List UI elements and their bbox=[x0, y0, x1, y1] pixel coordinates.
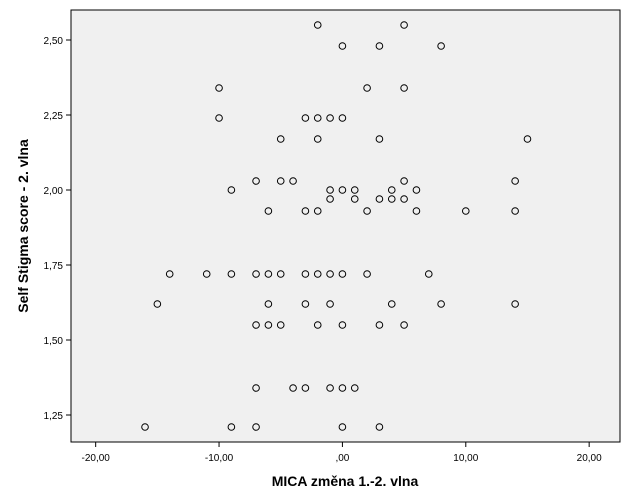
data-point bbox=[301, 114, 310, 122]
data-point bbox=[350, 195, 359, 203]
data-point bbox=[227, 186, 236, 194]
x-tick-label: -20,00 bbox=[81, 453, 110, 464]
data-point bbox=[523, 135, 532, 143]
y-tick-label: 1,50 bbox=[44, 336, 64, 347]
y-tick-label: 1,75 bbox=[44, 261, 64, 272]
data-point bbox=[276, 135, 285, 143]
data-point bbox=[313, 114, 322, 122]
data-point bbox=[326, 186, 334, 194]
data-point bbox=[338, 423, 347, 431]
data-point bbox=[264, 321, 273, 329]
data-point bbox=[313, 207, 322, 215]
y-axis-ticks: 1,25 1,50 1,75 2,00 2,25 2,50 bbox=[44, 36, 71, 422]
data-point bbox=[301, 270, 310, 278]
data-point bbox=[350, 384, 359, 392]
data-point bbox=[276, 177, 285, 185]
data-point bbox=[338, 114, 347, 122]
y-tick-label: 2,25 bbox=[44, 111, 64, 122]
data-point bbox=[375, 321, 384, 329]
x-tick-label: ,00 bbox=[335, 453, 349, 464]
x-tick-label: 20,00 bbox=[577, 453, 602, 464]
data-point bbox=[363, 84, 371, 92]
data-point bbox=[215, 84, 223, 92]
data-point bbox=[412, 207, 421, 215]
data-point bbox=[387, 300, 396, 308]
data-point bbox=[375, 423, 384, 431]
data-point bbox=[375, 42, 384, 50]
data-point bbox=[252, 321, 260, 329]
data-point bbox=[252, 177, 260, 185]
data-point bbox=[153, 300, 162, 308]
data-point bbox=[461, 207, 470, 215]
data-point bbox=[301, 207, 310, 215]
y-tick-label: 1,25 bbox=[44, 411, 64, 422]
data-point bbox=[400, 177, 408, 185]
data-point bbox=[338, 186, 347, 194]
x-tick-label: 10,00 bbox=[453, 453, 478, 464]
data-point bbox=[363, 207, 371, 215]
data-point bbox=[264, 300, 273, 308]
data-point bbox=[202, 270, 211, 278]
data-point bbox=[338, 42, 347, 50]
data-point bbox=[350, 186, 359, 194]
data-point bbox=[165, 270, 174, 278]
data-point bbox=[326, 384, 334, 392]
data-point bbox=[252, 384, 260, 392]
data-point bbox=[227, 270, 236, 278]
data-point bbox=[338, 270, 347, 278]
data-point bbox=[400, 21, 408, 29]
data-point bbox=[264, 270, 273, 278]
data-point bbox=[375, 195, 384, 203]
data-point bbox=[387, 186, 396, 194]
data-point bbox=[313, 321, 322, 329]
data-point bbox=[338, 384, 347, 392]
y-tick-label: 2,00 bbox=[44, 186, 64, 197]
data-point bbox=[289, 177, 297, 185]
data-point bbox=[400, 195, 408, 203]
data-point bbox=[141, 423, 149, 431]
data-point bbox=[215, 114, 223, 122]
data-point bbox=[326, 300, 334, 308]
data-point bbox=[326, 195, 334, 203]
data-points bbox=[141, 21, 532, 431]
y-tick-label: 2,50 bbox=[44, 36, 64, 47]
y-axis-title: Self Stigma score - 2. vlna bbox=[15, 139, 31, 313]
data-point bbox=[301, 384, 310, 392]
data-point bbox=[313, 135, 322, 143]
data-point bbox=[264, 207, 273, 215]
data-point bbox=[276, 321, 285, 329]
data-point bbox=[375, 135, 384, 143]
data-point bbox=[313, 21, 322, 29]
data-point bbox=[326, 114, 334, 122]
x-axis-title: MICA změna 1.-2. vlna bbox=[272, 473, 419, 489]
plot-area bbox=[70, 9, 621, 443]
x-axis-ticks: -20,00 -10,00 ,00 10,00 20,00 bbox=[81, 442, 602, 464]
data-point bbox=[276, 270, 285, 278]
data-point bbox=[338, 321, 347, 329]
x-tick-label: -10,00 bbox=[205, 453, 234, 464]
data-point bbox=[252, 423, 260, 431]
data-point bbox=[301, 300, 310, 308]
data-point bbox=[511, 300, 519, 308]
data-point bbox=[313, 270, 322, 278]
data-point bbox=[326, 270, 334, 278]
data-point bbox=[227, 423, 236, 431]
data-point bbox=[437, 300, 445, 308]
data-point bbox=[437, 42, 445, 50]
data-point bbox=[424, 270, 433, 278]
data-point bbox=[363, 270, 371, 278]
data-point bbox=[400, 321, 408, 329]
data-point bbox=[289, 384, 297, 392]
data-point bbox=[511, 177, 519, 185]
data-point bbox=[252, 270, 260, 278]
data-point bbox=[387, 195, 396, 203]
data-point bbox=[400, 84, 408, 92]
data-point bbox=[511, 207, 519, 215]
data-point bbox=[412, 186, 421, 194]
